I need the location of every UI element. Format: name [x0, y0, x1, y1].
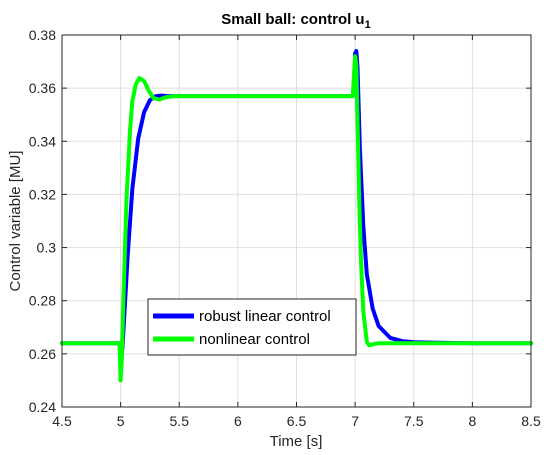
y-tick-label: 0.36 — [29, 80, 56, 96]
y-tick-label: 0.26 — [29, 346, 56, 362]
chart-title-subscript: 1 — [365, 19, 371, 31]
legend: robust linear control nonlinear control — [147, 298, 357, 356]
chart-title-text: Small ball: control u — [221, 11, 364, 28]
y-tick-label: 0.34 — [29, 133, 56, 149]
y-tick-label: 0.24 — [29, 399, 56, 415]
series-layer — [60, 48, 533, 383]
x-tick-label: 5 — [117, 413, 125, 429]
legend-label-robust-linear: robust linear control — [199, 308, 331, 325]
x-tick-label: 6.5 — [287, 413, 307, 429]
y-tick-label: 0.28 — [29, 293, 56, 309]
legend-box — [147, 298, 357, 356]
x-tick-label: 5.5 — [170, 413, 190, 429]
chart-title: Small ball: control u1 — [221, 11, 370, 31]
series-nonlinear-control — [60, 54, 533, 383]
y-tick-label: 0.32 — [29, 186, 56, 202]
legend-label-nonlinear: nonlinear control — [199, 331, 310, 348]
x-tick-label: 8 — [468, 413, 476, 429]
x-tick-label: 6 — [234, 413, 242, 429]
x-tick-label: 7 — [351, 413, 359, 429]
x-tick-label: 4.5 — [52, 413, 72, 429]
x-tick-label: 7.5 — [404, 413, 424, 429]
y-axis-label: Control variable [MU] — [7, 151, 24, 292]
y-tick-label: 0.38 — [29, 27, 56, 43]
x-axis-label: Time [s] — [270, 433, 323, 450]
x-tick-label: 8.5 — [521, 413, 541, 429]
y-tick-label: 0.3 — [37, 240, 57, 256]
ticks: 4.5 5 5.5 6 6.5 7 7.5 8 8.5 0.24 0.26 0.28 0.3 0.32 0.… — [29, 27, 541, 429]
